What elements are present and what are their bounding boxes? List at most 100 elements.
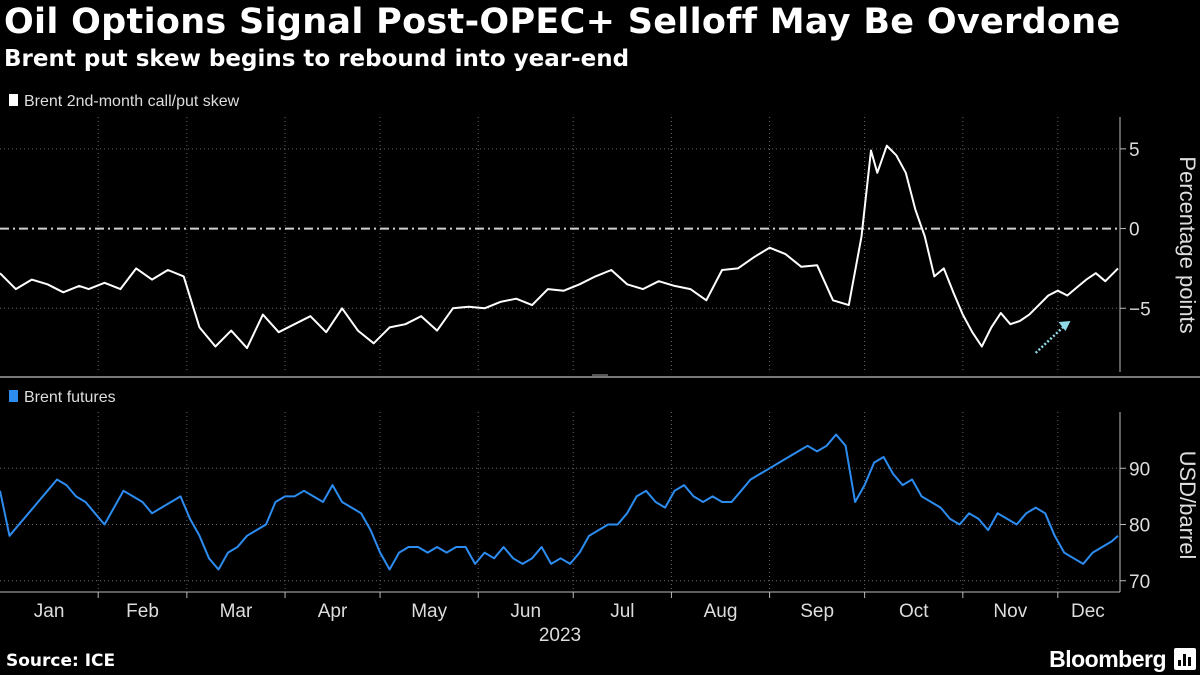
data-point [167, 269, 169, 271]
data-point [1117, 535, 1119, 537]
panel-1: 5 0 −5 Percentage points Brent 2nd-month cal… [0, 93, 1200, 372]
data-point [693, 495, 695, 497]
data-point [78, 285, 80, 287]
data-point [151, 279, 153, 281]
data-point [731, 501, 733, 503]
data-point [214, 346, 216, 348]
x-tick-label-jan: Jan [34, 601, 65, 622]
data-point [560, 557, 562, 559]
data-point [123, 490, 125, 492]
data-point [607, 524, 609, 526]
data-point [265, 524, 267, 526]
data-point [262, 314, 264, 316]
data-point [902, 484, 904, 486]
y-tick-label: −5 [1129, 299, 1151, 320]
data-point [943, 267, 945, 269]
data-point [132, 495, 134, 497]
y-axis-title: Percentage points [1175, 156, 1200, 333]
data-point [626, 512, 628, 514]
data-point [85, 501, 87, 503]
data-point [15, 288, 17, 290]
data-point [455, 546, 457, 548]
data-point [28, 512, 30, 514]
data-point [816, 450, 818, 452]
x-axis-year-label: 2023 [539, 625, 581, 646]
data-point [1104, 280, 1106, 282]
data-point [66, 484, 68, 486]
data-point [1101, 546, 1103, 548]
data-point [499, 301, 501, 303]
data-point [531, 557, 533, 559]
data-point [303, 490, 305, 492]
data-point [199, 535, 201, 537]
data-point [892, 473, 894, 475]
data-point [493, 557, 495, 559]
x-tick-label-nov: Nov [993, 601, 1027, 622]
data-point [1111, 540, 1113, 542]
data-point [309, 315, 311, 317]
x-tick-label-aug: Aug [704, 601, 738, 622]
data-point [1063, 552, 1065, 554]
data-point [921, 495, 923, 497]
x-tick-label-mar: Mar [220, 601, 253, 622]
legend-label: Brent 2nd-month call/put skew [24, 93, 240, 110]
data-point [104, 524, 106, 526]
data-point [712, 495, 714, 497]
data-point [949, 518, 951, 520]
data-point [971, 331, 973, 333]
data-point [997, 512, 999, 514]
data-point [750, 479, 752, 481]
data-point [905, 172, 907, 174]
data-point [199, 326, 201, 328]
data-point [864, 484, 866, 486]
data-point [990, 326, 992, 328]
data-points [0, 145, 1119, 349]
data-point [237, 546, 239, 548]
data-point [642, 288, 644, 290]
data-point [933, 275, 935, 277]
data-point [816, 264, 818, 266]
data-point [465, 546, 467, 548]
data-point [579, 283, 581, 285]
data-point [1028, 314, 1030, 316]
x-tick-label-dec: Dec [1071, 601, 1105, 622]
data-point [721, 269, 723, 271]
bloomberg-logo: Bloomberg [1049, 646, 1166, 672]
data-point [886, 145, 888, 147]
data-point [1054, 535, 1056, 537]
data-point [883, 456, 885, 458]
x-tick-label-oct: Oct [899, 601, 929, 622]
data-point [914, 208, 916, 210]
data-point [389, 326, 391, 328]
data-point [227, 552, 229, 554]
data-point [740, 490, 742, 492]
data-point [294, 323, 296, 325]
data-point [531, 304, 533, 306]
data-point [674, 490, 676, 492]
data-point [588, 535, 590, 537]
data-point [256, 529, 258, 531]
data-point [721, 501, 723, 503]
data-point [503, 546, 505, 548]
data-point [873, 462, 875, 464]
data-point [702, 501, 704, 503]
data-point [785, 253, 787, 255]
data-point [987, 529, 989, 531]
data-point [778, 462, 780, 464]
data-point [88, 288, 90, 290]
data-point [170, 501, 172, 503]
data-point [1057, 290, 1059, 292]
data-point [427, 552, 429, 554]
data-point [636, 495, 638, 497]
data-point [246, 347, 248, 349]
data-point [924, 236, 926, 238]
data-point [389, 569, 391, 571]
series-line [0, 433, 1119, 571]
data-point [797, 450, 799, 452]
data-point [876, 172, 878, 174]
data-point [683, 484, 685, 486]
panel-2: 90 80 70 USD/barrel Brent futures [0, 389, 1200, 593]
data-point [522, 563, 524, 565]
data-point [848, 304, 850, 306]
